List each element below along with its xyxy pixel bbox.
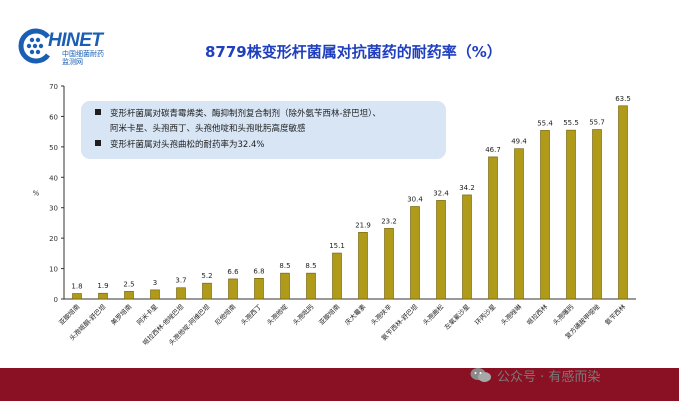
data-label: 3 (153, 279, 157, 287)
category-label: 头孢呋辛 (369, 302, 394, 327)
bar (488, 156, 498, 300)
category-label: 头孢曲松 (421, 302, 446, 327)
data-label: 21.9 (355, 221, 371, 229)
watermark-text: 公众号 · 有感而染 (497, 369, 601, 385)
watermark: 公众号 · 有感而染 (470, 363, 600, 387)
chart-title: 8779株变形杆菌属对抗菌药的耐药率（%） (205, 43, 502, 61)
data-label: 30.4 (407, 195, 423, 203)
data-label: 2.5 (123, 280, 134, 288)
note-line-3: 变形杆菌属对头孢曲松的耐药率为32.4% (95, 140, 265, 151)
bar (254, 278, 264, 300)
data-label: 8.5 (305, 262, 316, 270)
category-label: 亚胺培南 (317, 302, 342, 327)
bar (72, 293, 82, 300)
hinet-logo: HINET 中国细菌耐药 监测网 (18, 28, 118, 70)
category-label: 庆大霉素 (343, 302, 368, 327)
bar (514, 148, 524, 300)
category-label: 左氧氟沙星 (442, 302, 472, 332)
category-label: 头孢吡肟 (291, 302, 316, 327)
y-tick-label: 10 (49, 266, 58, 274)
note-line-1: 变形杆菌属对碳青霉烯类、酶抑制剂复合制剂（除外氨苄西林-舒巴坦）、 (95, 109, 381, 120)
y-tick-label: 30 (49, 205, 58, 213)
data-label: 46.7 (485, 146, 501, 154)
bar (332, 252, 342, 300)
bar (410, 206, 420, 300)
note-box: 变形杆菌属对碳青霉烯类、酶抑制剂复合制剂（除外氨苄西林-舒巴坦）、 阿米卡星、头… (81, 101, 446, 159)
data-label: 15.1 (329, 242, 345, 250)
data-label: 1.8 (71, 283, 82, 291)
data-label: 23.2 (381, 217, 397, 225)
y-tick-label: 40 (49, 174, 58, 182)
data-label: 5.2 (201, 272, 212, 280)
bar (98, 292, 108, 300)
y-tick-label: 20 (49, 235, 58, 243)
logo-wordmark: HINET (48, 30, 103, 51)
bar (124, 291, 134, 300)
logo-subtitle: 中国细菌耐药 监测网 (62, 50, 104, 66)
y-tick-label: 60 (49, 113, 58, 121)
bar (592, 129, 602, 300)
category-label: 美罗培南 (109, 302, 134, 327)
note-text-2: 阿米卡星、头孢西丁、头孢他啶和头孢吡肟高度敏感 (110, 124, 306, 134)
wechat-icon (470, 368, 491, 382)
bar (176, 287, 186, 300)
data-label: 55.7 (589, 119, 605, 127)
note-text-3: 变形杆菌属对头孢曲松的耐药率为32.4% (110, 140, 265, 150)
bar (280, 272, 290, 300)
bar (306, 272, 316, 300)
data-label: 1.9 (97, 282, 108, 290)
category-label: 头孢噻肟 (551, 302, 576, 327)
data-label: 8.5 (279, 262, 290, 270)
footer-band (0, 368, 679, 401)
y-tick-label: 50 (49, 144, 58, 152)
data-label: 55.4 (537, 119, 553, 127)
data-label: 6.8 (253, 267, 264, 275)
data-label: 55.5 (563, 119, 579, 127)
bar (202, 282, 212, 300)
bar (566, 129, 576, 300)
bar (228, 278, 238, 300)
note-line-2: 阿米卡星、头孢西丁、头孢他啶和头孢吡肟高度敏感 (110, 124, 306, 135)
y-tick-label: 0 (54, 296, 58, 304)
data-label: 49.4 (511, 138, 527, 146)
category-label: 亚胺培南 (57, 302, 82, 327)
data-label: 6.6 (227, 268, 239, 276)
category-label: 环丙沙星 (473, 302, 497, 326)
logo-subtitle-line1: 中国细菌耐药 (62, 50, 104, 58)
bullet-icon (95, 109, 101, 115)
data-label: 3.7 (175, 277, 186, 285)
category-label: 氨苄西林 (603, 302, 628, 327)
bar (436, 200, 446, 300)
logo-subtitle-line2: 监测网 (62, 58, 83, 66)
bullet-icon (95, 140, 101, 146)
note-text-1: 变形杆菌属对碳青霉烯类、酶抑制剂复合制剂（除外氨苄西林-舒巴坦）、 (110, 109, 381, 119)
globe-icon (18, 28, 50, 64)
y-axis-label: % (33, 190, 40, 198)
category-label: 头孢西丁 (239, 302, 264, 327)
category-label: 头孢他啶 (265, 302, 290, 327)
bar (150, 289, 160, 300)
data-label: 32.4 (433, 189, 449, 197)
bar (358, 232, 368, 300)
bar (618, 105, 628, 300)
category-label: 阿米卡星 (135, 302, 160, 327)
bar (540, 130, 550, 300)
category-label: 厄他培南 (213, 302, 238, 327)
data-label: 34.2 (459, 184, 475, 192)
bar (384, 228, 394, 300)
category-label: 哌拉西林 (525, 302, 550, 327)
category-label: 头孢唑啉 (499, 302, 524, 327)
y-tick-label: 70 (49, 83, 58, 91)
bar (462, 194, 472, 300)
data-label: 63.5 (615, 95, 631, 103)
